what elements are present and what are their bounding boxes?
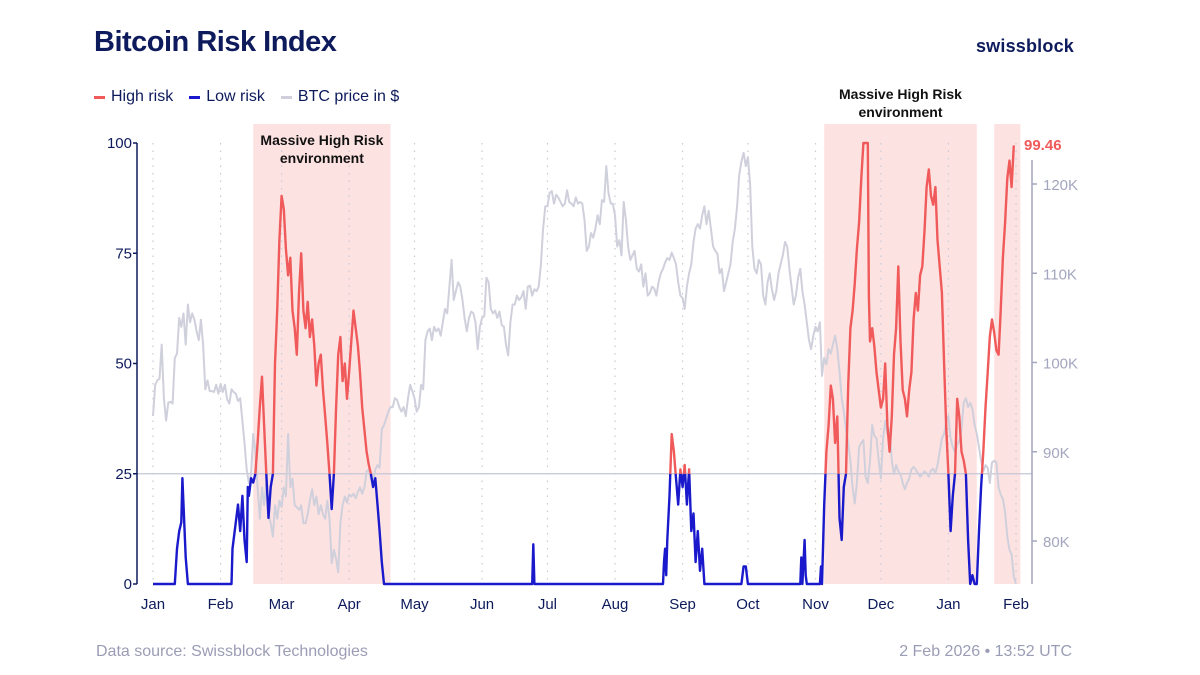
region-annotation: Massive High Risk (260, 132, 383, 148)
legend-label: BTC price in $ (297, 88, 400, 105)
legend-label: High risk (111, 88, 174, 105)
right-axis-tick-label: 110K (1043, 266, 1077, 283)
high-risk-swatch-icon (94, 95, 105, 99)
x-axis-tick-label: Feb (208, 596, 234, 613)
right-axis-tick-label: 120K (1043, 177, 1078, 194)
annotations: Massive High Risk environment Massive High… (260, 86, 1061, 166)
left-axis-tick-label: 50 (115, 356, 132, 373)
legend-item-btc-price: BTC price in $ (280, 88, 400, 106)
last-value-label: 99.46 (1024, 137, 1062, 154)
data-source: Data source: Swissblock Technologies (96, 643, 368, 660)
axes: 0 25 50 75 100 80K 90K 100K 110K 120K Jan Feb Mar Apr… (107, 135, 1078, 613)
region-annotation: Massive High Risk (839, 86, 962, 102)
x-axis-tick-label: May (400, 596, 429, 613)
risk-series (153, 141, 1015, 586)
brand-logo: swissblock (975, 36, 1074, 56)
btc-price-line (152, 151, 1017, 585)
left-axis-tick-label: 100 (107, 135, 132, 152)
left-axis-tick-label: 25 (115, 466, 132, 483)
timestamp: 2 Feb 2026 • 13:52 UTC (899, 643, 1072, 660)
x-axis-tick-label: Jul (538, 596, 557, 613)
x-axis-tick-label: Jan (141, 596, 165, 613)
btc-price-swatch-icon (280, 95, 292, 99)
x-axis-tick-label: Nov (802, 596, 829, 613)
legend: High risk Low risk BTC price in $ (94, 88, 399, 106)
month-gridlines (152, 143, 1017, 584)
x-axis-tick-label: Dec (868, 596, 895, 613)
x-axis-tick-label: Oct (736, 596, 760, 613)
price-series (152, 151, 1017, 585)
chart-title: Bitcoin Risk Index (94, 26, 337, 58)
x-axis-tick-label: Sep (669, 596, 696, 613)
legend-item-low-risk: Low risk (189, 88, 265, 106)
right-axis-tick-label: 90K (1043, 445, 1070, 462)
x-axis-tick-label: Aug (602, 596, 629, 613)
low-risk-line (153, 473, 984, 586)
right-axis-tick-label: 100K (1043, 356, 1078, 373)
high-risk-line (254, 141, 1015, 474)
shaded-regions (253, 124, 1021, 584)
legend-label: Low risk (206, 88, 265, 105)
x-axis-tick-label: Feb (1003, 596, 1029, 613)
x-axis-tick-label: Apr (337, 596, 360, 613)
legend-item-high-risk: High risk (94, 88, 173, 106)
left-axis-tick-label: 0 (124, 576, 132, 593)
x-axis-tick-label: Jan (936, 596, 960, 613)
left-axis-tick-label: 75 (115, 245, 132, 262)
right-axis-tick-label: 80K (1043, 534, 1070, 551)
region-annotation: environment (280, 150, 364, 166)
x-axis-tick-label: Mar (269, 596, 295, 613)
x-axis-tick-label: Jun (470, 596, 494, 613)
low-risk-swatch-icon (189, 95, 201, 99)
region-annotation: environment (858, 104, 942, 120)
